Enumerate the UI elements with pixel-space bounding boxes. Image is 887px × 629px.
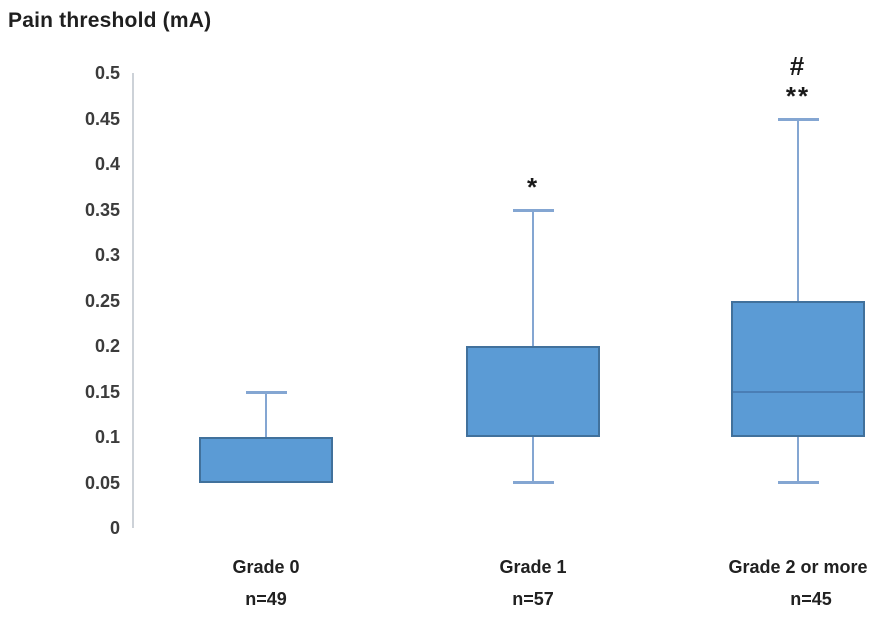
box-grade-2-or-more	[731, 300, 865, 437]
whisker-low-line-grade-1	[532, 437, 534, 483]
median-line-grade-2-or-more	[733, 390, 863, 393]
y-tick-label: 0.1	[94, 427, 120, 447]
y-tick-label: 0.45	[84, 108, 120, 129]
significance-marker: *	[526, 171, 540, 202]
y-axis-line	[132, 73, 134, 528]
whisker-high-line-grade-1	[532, 209, 534, 346]
significance-marker: **	[785, 80, 811, 111]
n-count-label: n=57	[512, 589, 554, 609]
y-tick-label: 0.5	[94, 63, 120, 83]
y-tick-label: 0.3	[94, 245, 120, 265]
x-label-group-grade-0: Grade 0 n=49	[136, 551, 396, 615]
whisker-high-cap-grade-1	[512, 208, 554, 212]
whisker-low-line-grade-2-or-more	[797, 437, 799, 483]
y-tick-label: 0.15	[84, 381, 120, 402]
x-label-group-grade-1: Grade 1 n=57	[403, 551, 663, 615]
x-label-group-grade-2-or-more: Grade 2 or more n=45	[668, 551, 887, 615]
whisker-high-cap-grade-2-or-more	[777, 117, 819, 121]
significance-marker: #	[789, 50, 807, 81]
y-tick-label: 0.25	[84, 290, 120, 311]
significance-annotations-grade-2-or-more: # **	[738, 51, 858, 111]
box-grade-0	[199, 437, 333, 483]
whisker-high-line-grade-2-or-more	[797, 118, 799, 301]
y-tick-label: 0.05	[84, 472, 120, 493]
y-tick-label: 0.4	[94, 154, 120, 174]
category-label: Grade 1	[499, 557, 567, 577]
y-tick-label: 0.2	[94, 336, 120, 356]
whisker-low-cap-grade-2-or-more	[777, 480, 819, 484]
y-tick-label: 0.35	[84, 199, 120, 220]
significance-annotations-grade-1: *	[473, 172, 593, 202]
category-label: Grade 0	[232, 557, 300, 577]
y-tick-label: 0	[109, 518, 120, 538]
chart-title: Pain threshold (mA)	[8, 9, 212, 32]
category-label: Grade 2 or more	[728, 557, 868, 577]
whisker-high-cap-grade-0	[245, 390, 287, 394]
whisker-low-cap-grade-1	[512, 480, 554, 484]
n-count-label: n=45	[790, 589, 832, 609]
whisker-high-line-grade-0	[265, 391, 267, 437]
n-count-label: n=49	[245, 589, 287, 609]
box-grade-1	[466, 346, 600, 437]
